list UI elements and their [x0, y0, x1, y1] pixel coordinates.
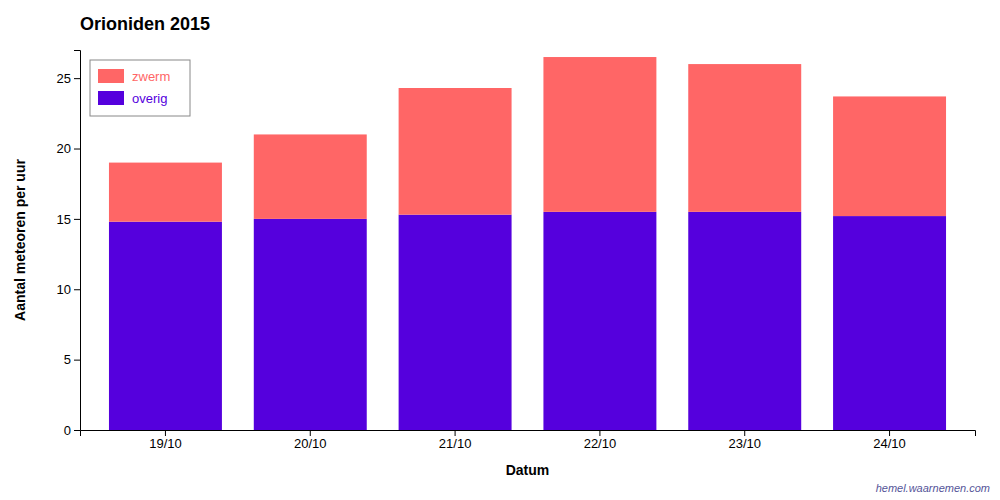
bars — [109, 57, 946, 430]
x-axis-line — [81, 431, 976, 437]
x-tick-mark — [310, 430, 311, 436]
chart-title: Orioniden 2015 — [80, 14, 210, 34]
x-axis: 19/10 20/10 21/10 22/10 23/10 24/10 — [81, 430, 976, 451]
bar — [543, 212, 656, 430]
x-tick-label: 21/10 — [439, 436, 472, 451]
x-tick-label: 24/10 — [873, 436, 906, 451]
y-tick-mark — [74, 289, 80, 290]
y-tick-mark — [74, 149, 80, 150]
x-tick: 21/10 — [439, 430, 472, 451]
y-tick-mark — [74, 430, 80, 431]
y-tick: 15 — [57, 212, 80, 227]
bar — [254, 134, 367, 218]
y-tick: 0 — [64, 423, 80, 438]
y-tick: 10 — [57, 282, 80, 297]
y-tick-mark — [74, 360, 80, 361]
bar — [399, 88, 512, 215]
x-tick-label: 20/10 — [294, 436, 327, 451]
bar — [109, 222, 222, 430]
bar — [399, 215, 512, 430]
legend-label: overig — [132, 91, 167, 106]
x-axis-title: Datum — [506, 462, 550, 478]
x-tick: 24/10 — [873, 430, 906, 451]
bar — [688, 64, 801, 212]
y-axis: 0 5 10 15 20 25 — [57, 51, 81, 438]
watermark: hemel.waarnemen.com — [876, 482, 990, 494]
legend-swatch — [98, 91, 124, 105]
bar — [688, 212, 801, 430]
y-tick: 25 — [57, 71, 80, 86]
legend-item: overig — [98, 91, 167, 106]
x-tick-mark — [599, 430, 600, 436]
bar — [833, 96, 946, 216]
x-tick: 22/10 — [584, 430, 617, 451]
y-tick-label: 15 — [57, 212, 71, 227]
y-tick-label: 0 — [64, 423, 71, 438]
legend-swatch — [98, 69, 124, 83]
chart-svg: 0 5 10 15 20 25 19/10 20/10 21/10 22/10 23/10 24/10… — [0, 0, 1000, 500]
bar — [254, 219, 367, 430]
bar — [833, 216, 946, 430]
y-tick-label: 10 — [57, 282, 71, 297]
bar-series — [109, 212, 946, 430]
bar — [109, 163, 222, 222]
x-tick: 23/10 — [728, 430, 761, 451]
y-tick-mark — [74, 219, 80, 220]
x-tick: 19/10 — [149, 430, 182, 451]
x-tick-label: 22/10 — [584, 436, 617, 451]
legend-frame — [90, 60, 190, 116]
x-tick-mark — [455, 430, 456, 436]
legend: zwerm overig — [90, 60, 190, 116]
y-tick-mark — [74, 78, 80, 79]
plot-area: 0 5 10 15 20 25 19/10 20/10 21/10 22/10 23/10 24/10… — [57, 51, 976, 452]
chart-container: 0 5 10 15 20 25 19/10 20/10 21/10 22/10 23/10 24/10… — [0, 0, 1000, 500]
y-axis-line — [74, 51, 81, 431]
y-tick: 20 — [57, 141, 80, 156]
x-tick-mark — [889, 430, 890, 436]
y-tick-label: 5 — [64, 352, 71, 367]
legend-label: zwerm — [132, 69, 170, 84]
x-tick-label: 19/10 — [149, 436, 182, 451]
y-tick-label: 25 — [57, 71, 71, 86]
x-tick-label: 23/10 — [728, 436, 761, 451]
x-tick-mark — [744, 430, 745, 436]
bar — [543, 57, 656, 212]
x-tick: 20/10 — [294, 430, 327, 451]
x-tick-mark — [165, 430, 166, 436]
legend-item: zwerm — [98, 69, 170, 84]
y-tick-label: 20 — [57, 141, 71, 156]
y-tick: 5 — [64, 352, 80, 367]
bar-series — [109, 57, 946, 222]
y-axis-title: Aantal meteoren per uur — [12, 159, 28, 321]
